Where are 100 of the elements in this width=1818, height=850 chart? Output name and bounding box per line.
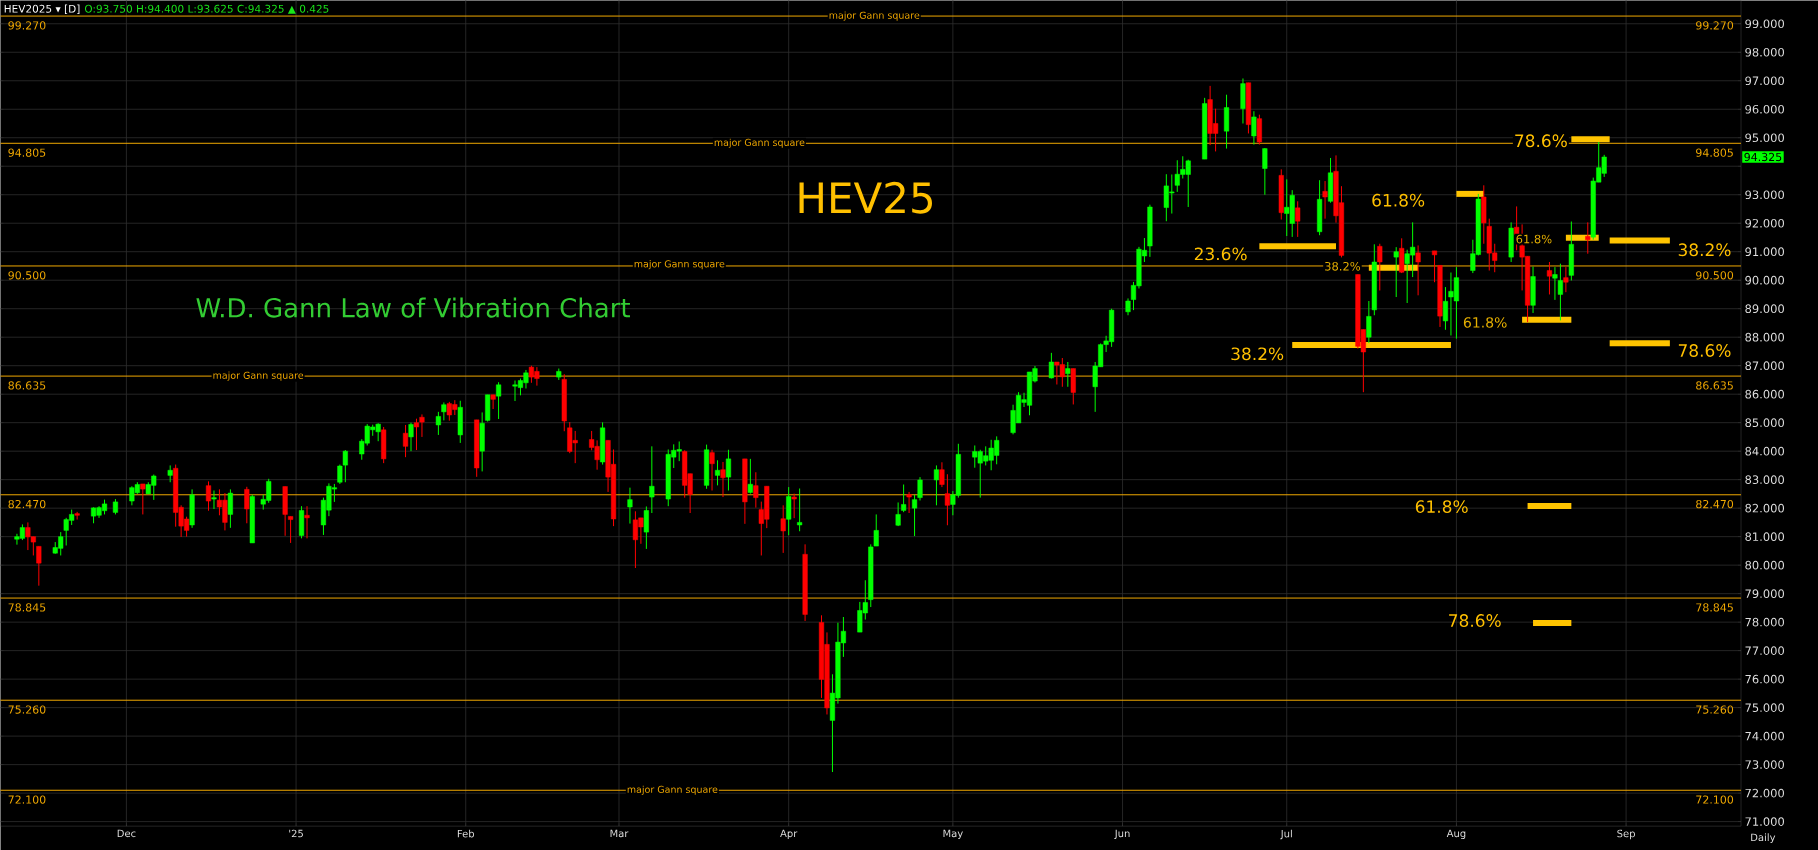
candlestick [649,445,655,514]
candlestick [490,394,496,410]
candlestick [780,504,786,554]
x-tick-label: Sep [1617,829,1635,840]
annotation: 61.8% [1516,234,1552,244]
candlestick [1262,147,1268,196]
ref-line-label: 86.635 [8,381,46,390]
ref-line-label: 94.805 [8,148,46,157]
y-tick-label: 84.000 [1745,446,1785,456]
candlestick [1399,237,1405,274]
y-tick-label: 74.000 [1745,731,1785,741]
text: 94.805 [1696,148,1733,157]
text: 94.325 [1744,152,1782,162]
candlestick [1256,114,1262,145]
candlestick [791,493,797,519]
candlestick [74,511,80,520]
candlestick [211,489,217,510]
y-tick-label: 73.000 [1745,760,1785,769]
annotation: major Gann square [627,785,718,795]
candlestick [441,401,447,421]
y-tick-label: 83.000 [1745,475,1785,484]
candlestick [1070,367,1076,405]
y-tick-label: 96.000 [1745,104,1785,114]
annotation: 78.6% [1515,134,1567,148]
y-tick-label: 89.000 [1745,304,1785,313]
annotation: W.D. Gann Law of Vibration Chart [196,297,630,318]
candlestick [36,545,42,587]
annotation: major Gann square [829,11,920,21]
candlestick [1546,261,1553,295]
x-tick-label: Dec [117,829,136,838]
candlestick [933,464,939,506]
candlestick [1295,200,1301,238]
y-tick-label: 77.000 [1745,646,1785,655]
candlestick [227,488,233,529]
chart-title: HEV2025 ▾ [D] [4,4,80,14]
ref-line-label: 99.270 [8,21,46,30]
candlestick [720,461,726,498]
y-tick-label: 90.000 [1745,275,1785,285]
y-tick-label: 72.000 [1745,788,1785,798]
ref-line-label: 72.100 [8,795,46,804]
candlestick [408,422,414,452]
text: 82.470 [1696,499,1734,509]
ref-line-label: 82.470 [8,499,46,509]
candlestick [1393,246,1399,298]
candlestick [496,381,502,420]
candlestick [709,449,715,491]
y-tick-label: 97.000 [1745,76,1785,86]
y-tick-label: 98.000 [1745,47,1785,57]
text: Daily [1751,833,1776,843]
candlestick [1442,286,1449,331]
annotation: 61.8% [1415,500,1468,513]
ref-line-label: 75.260 [8,705,46,714]
y-tick-label: 75.000 [1745,703,1785,712]
annotation: major Gann square [213,371,304,381]
candlestick [1322,180,1328,220]
candlestick [435,411,441,436]
y-tick-label: 80.000 [1745,560,1785,570]
y-tick-label: 79.000 [1745,589,1785,598]
annotation: 38.2% [1678,243,1731,257]
x-tick-label: Jun [1114,829,1130,839]
y-tick-label: 85.000 [1745,418,1785,427]
text: 86.635 [1696,381,1733,390]
annotation: 78.6% [1678,344,1731,357]
candlestick [797,487,803,532]
y-tick-label: 88.000 [1745,332,1785,342]
y-tick-label: 91.000 [1745,247,1785,256]
candlestick [747,458,753,495]
candlestick [244,486,250,524]
text: 75.260 [1696,705,1734,714]
y-tick-label: 99.000 [1745,19,1785,29]
candlestick [1366,300,1372,344]
candlestick [1563,266,1569,293]
text: 72.100 [1696,795,1734,804]
ref-line-label: 90.500 [8,271,46,280]
candlestick [906,491,912,514]
ref-line-label: 78.845 [8,603,46,612]
x-tick-label: Jul [1280,829,1292,840]
y-tick-label: 71.000 [1745,817,1785,826]
candlestick [1065,361,1071,388]
annotation: 61.8% [1372,193,1425,207]
candlestick [939,461,945,488]
candlestick [786,486,792,536]
annotation: 38.2% [1231,347,1284,361]
chart-subtitle: O:93.750 H:94.400 L:93.625 C:94.325 ▲ 0.425 [84,4,329,14]
y-tick-label: 87.000 [1745,361,1785,370]
candlestick [1431,250,1438,283]
candlestick [288,515,294,544]
candlestick [725,449,732,491]
candlestick [140,483,146,515]
candlestick [753,471,759,509]
candlestick [627,487,633,524]
y-tick-label: 86.000 [1745,389,1785,399]
candlestick [205,480,212,512]
x-tick-label: Aug [1446,829,1466,839]
candlestick [944,473,950,526]
y-tick-label: 92.000 [1745,218,1785,228]
annotation: 78.6% [1449,614,1501,627]
candlestick [1048,352,1054,379]
candlestick [901,483,907,513]
candlestick [1585,221,1591,255]
